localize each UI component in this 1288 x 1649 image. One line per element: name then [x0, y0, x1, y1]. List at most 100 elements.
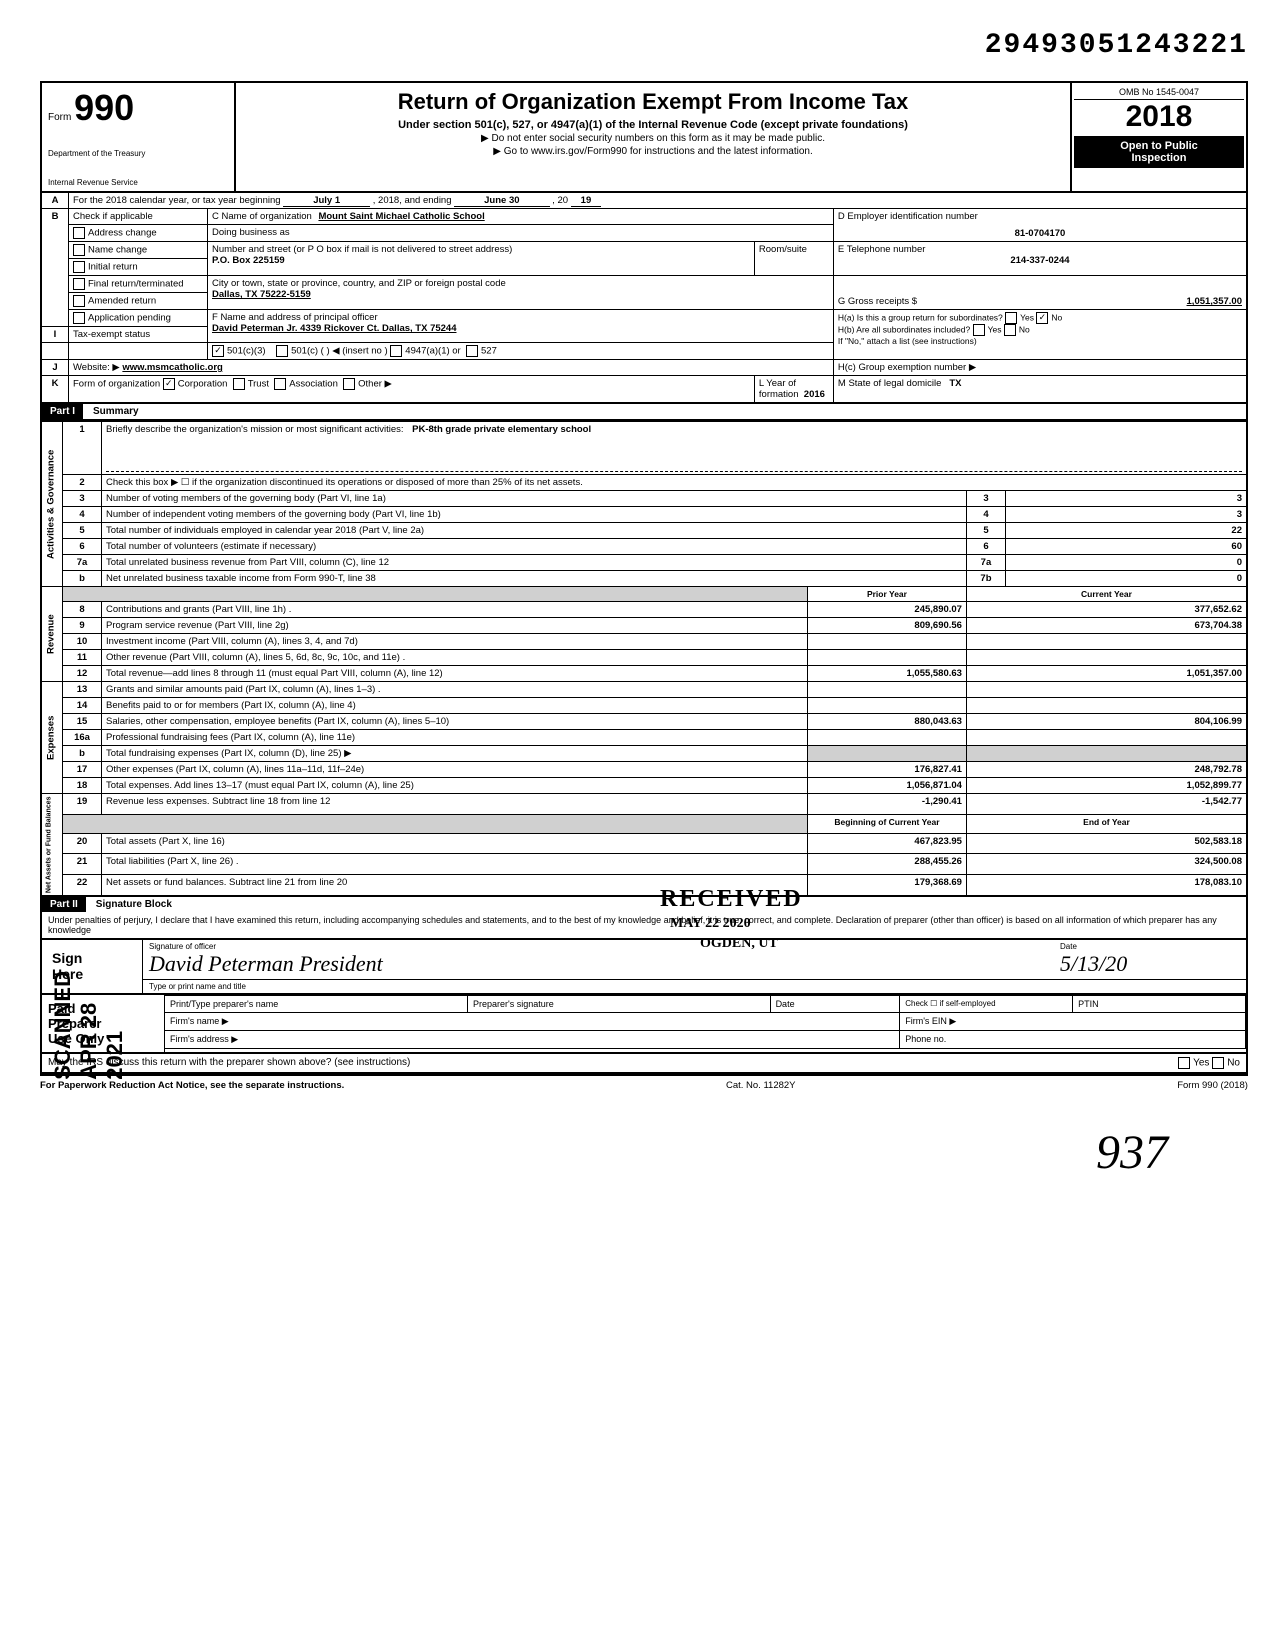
opt-trust: Trust: [248, 379, 269, 390]
form-number: 990: [74, 87, 134, 128]
line15: Salaries, other compensation, employee b…: [102, 714, 808, 730]
row-e-phone: 214-337-0244: [838, 255, 1242, 266]
sub-note2: ▶ Go to www.irs.gov/Form990 for instruct…: [242, 146, 1064, 157]
form-header: Form 990 Department of the Treasury Inte…: [40, 81, 1248, 191]
checkbox-initial[interactable]: [73, 261, 85, 273]
checkbox-final[interactable]: [73, 278, 85, 290]
cb-other[interactable]: [343, 378, 355, 390]
row-a-label: A: [41, 192, 69, 209]
cb-assoc[interactable]: [274, 378, 286, 390]
line18: Total expenses. Add lines 13–17 (must eq…: [102, 778, 808, 794]
line10: Investment income (Part VIII, column (A)…: [102, 634, 808, 650]
prep-ptin-label: PTIN: [1073, 995, 1246, 1012]
l17c: 248,792.78: [966, 762, 1247, 778]
row-a-begin: July 1: [283, 195, 370, 207]
prep-name-label: Print/Type preparer's name: [165, 995, 468, 1012]
line3-val: 3: [1005, 491, 1247, 507]
cb-label-initial: Initial return: [88, 262, 138, 273]
l21c: 324,500.08: [966, 854, 1247, 875]
cb-hb-no[interactable]: [1004, 324, 1016, 336]
l21p: 288,455.26: [807, 854, 966, 875]
summary-table: Activities & Governance 1 Briefly descri…: [40, 421, 1248, 897]
row-j-label: J: [41, 360, 69, 376]
row-d-label: D Employer identification number: [838, 211, 1242, 222]
ha-yes: Yes: [1020, 312, 1034, 322]
prep-date-label: Date: [770, 995, 900, 1012]
line11: Other revenue (Part VIII, column (A), li…: [102, 650, 808, 666]
cb-4947[interactable]: [390, 345, 402, 357]
prep-firm-addr: Firm's address ▶: [165, 1030, 900, 1048]
preparer-block: Paid Preparer Use Only Print/Type prepar…: [40, 995, 1248, 1054]
open-public-1: Open to Public: [1078, 140, 1240, 152]
cb-501c3[interactable]: ✓: [212, 345, 224, 357]
row-c-name: Mount Saint Michael Catholic School: [318, 211, 484, 222]
row-f-label: F Name and address of principal officer: [212, 312, 829, 323]
l15c: 804,106.99: [966, 714, 1247, 730]
row-f-officer: David Peterman Jr. 4339 Rickover Ct. Dal…: [212, 323, 829, 334]
checkbox-app-pending[interactable]: [73, 312, 85, 324]
opt-4947: 4947(a)(1) or: [405, 346, 460, 357]
line14: Benefits paid to or for members (Part IX…: [102, 698, 808, 714]
cb-label-name: Name change: [88, 245, 147, 256]
row-k-label: K: [41, 376, 69, 404]
sig-type-label: Type or print name and title: [143, 980, 1246, 993]
row-ha-label: H(a) Is this a group return for subordin…: [838, 312, 1003, 322]
cb-501c[interactable]: [276, 345, 288, 357]
line7b: Net unrelated business taxable income fr…: [102, 571, 967, 587]
prep-firm-ein: Firm's EIN ▶: [900, 1012, 1246, 1030]
line6: Total number of volunteers (estimate if …: [102, 539, 967, 555]
ha-no: No: [1051, 312, 1062, 322]
checkbox-amended[interactable]: [73, 295, 85, 307]
line4: Number of independent voting members of …: [102, 507, 967, 523]
cb-ha-yes[interactable]: [1005, 312, 1017, 324]
row-hc: H(c) Group exemption number ▶: [833, 360, 1247, 376]
row-c-name-label: C Name of organization: [212, 211, 312, 222]
checkbox-addr-change[interactable]: [73, 227, 85, 239]
row-l-label: L Year of formation: [759, 378, 799, 400]
l8c: 377,652.62: [966, 602, 1247, 618]
cb-trust[interactable]: [233, 378, 245, 390]
part2-header: Part II: [42, 897, 86, 912]
cb-label-amended: Amended return: [88, 296, 156, 307]
row-c-street: P.O. Box 225159: [212, 255, 750, 266]
line12: Total revenue—add lines 8 through 11 (mu…: [102, 666, 808, 682]
hb-no: No: [1019, 324, 1030, 334]
cb-label-pending: Application pending: [88, 313, 171, 324]
part1-header: Part I: [42, 404, 83, 419]
cb-corp[interactable]: ✓: [163, 378, 175, 390]
checkbox-name-change[interactable]: [73, 244, 85, 256]
line1-value: PK-8th grade private elementary school: [412, 424, 591, 435]
l18p: 1,056,871.04: [807, 778, 966, 794]
form-label: Form: [48, 112, 71, 123]
current-year-hdr: Current Year: [966, 587, 1247, 602]
vlabel-revenue: Revenue: [41, 587, 63, 682]
line19: Revenue less expenses. Subtract line 18 …: [102, 794, 808, 815]
row-c-city: Dallas, TX 75222-5159: [212, 289, 829, 300]
cb-ha-no[interactable]: ✓: [1036, 312, 1048, 324]
insert-no: ) ◀ (insert no ): [326, 346, 387, 357]
row-a-endyear: 19: [571, 195, 602, 207]
cb-527[interactable]: [466, 345, 478, 357]
cb-discuss-yes[interactable]: [1178, 1057, 1190, 1069]
footer-left: For Paperwork Reduction Act Notice, see …: [40, 1080, 344, 1091]
cb-label-final: Final return/terminated: [88, 279, 184, 290]
row-e-label: E Telephone number: [838, 244, 1242, 255]
dept-irs: Internal Revenue Service: [48, 178, 228, 187]
cb-hb-yes[interactable]: [973, 324, 985, 336]
vlabel-governance: Activities & Governance: [41, 422, 63, 587]
dept-treasury: Department of the Treasury: [48, 149, 228, 158]
line5-val: 22: [1005, 523, 1247, 539]
sig-officer-label: Signature of officer: [149, 942, 1040, 951]
l18c: 1,052,899.77: [966, 778, 1247, 794]
prior-year-hdr: Prior Year: [807, 587, 966, 602]
prep-phone: Phone no.: [900, 1030, 1246, 1048]
cb-discuss-no[interactable]: [1212, 1057, 1224, 1069]
l20c: 502,583.18: [966, 833, 1247, 854]
tax-year: 2018: [1074, 100, 1244, 134]
opt-501c: 501(c) (: [291, 346, 324, 357]
l19p: -1,290.41: [807, 794, 966, 815]
part2-title: Signature Block: [86, 897, 182, 912]
prep-sig-label: Preparer's signature: [468, 995, 771, 1012]
row-m-dom: TX: [949, 378, 961, 389]
row-b-check: Check if applicable: [69, 209, 208, 225]
